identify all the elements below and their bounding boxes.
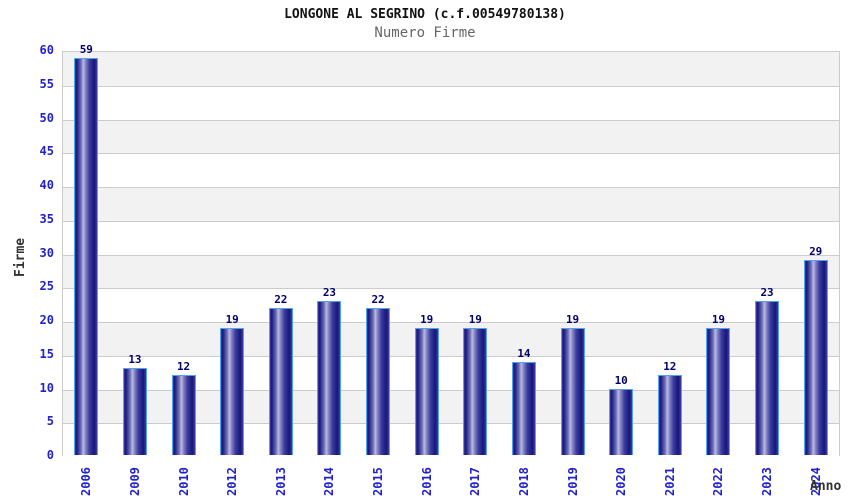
bar-value-label: 29 <box>809 245 823 259</box>
y-tick-label: 25 <box>39 279 54 294</box>
y-axis-title: Firme <box>13 237 28 277</box>
x-tick-label: 2015 <box>371 467 386 496</box>
x-tick-label: 2009 <box>127 467 142 496</box>
gridline <box>63 389 839 391</box>
plot-band <box>63 187 839 221</box>
bar-value-label: 14 <box>517 346 531 360</box>
y-tick-label: 55 <box>39 76 54 91</box>
plot-band <box>63 153 839 187</box>
bar-value-label: 12 <box>663 360 677 373</box>
y-tick-label: 10 <box>39 380 54 395</box>
y-tick-label: 40 <box>39 178 54 192</box>
plot-band <box>63 119 839 154</box>
x-tick-label: 2010 <box>176 467 191 496</box>
bar-2024 <box>803 260 828 455</box>
bar-value-label: 12 <box>176 360 191 373</box>
x-tick-label: 2023 <box>760 467 775 496</box>
gridline <box>63 288 839 290</box>
gridline <box>63 187 839 188</box>
y-tick-label: 5 <box>46 414 54 429</box>
bar-2018 <box>511 361 536 455</box>
bar-2016 <box>414 327 439 455</box>
x-tick-label: 2019 <box>565 467 580 496</box>
bar-2012 <box>220 327 245 455</box>
chart-title: LONGONE AL SEGRINO (c.f.00549780138) <box>284 7 566 22</box>
bar-value-label: 23 <box>760 285 774 299</box>
bar-value-label: 19 <box>420 312 434 326</box>
bar-value-label: 19 <box>565 312 580 326</box>
x-tick-label: 2014 <box>322 467 337 496</box>
gridline <box>63 220 839 222</box>
plot-band <box>63 254 839 289</box>
x-tick-label: 2020 <box>614 467 629 496</box>
x-tick-label: 2021 <box>662 467 677 496</box>
y-tick-label: 60 <box>39 43 54 57</box>
x-tick-label: 2006 <box>79 467 94 496</box>
bar-value-label: 13 <box>128 353 142 367</box>
y-tick-label: 50 <box>39 110 54 125</box>
x-tick-label: 2012 <box>225 467 240 496</box>
y-tick-label: 45 <box>39 144 54 159</box>
x-tick-label: 2022 <box>711 467 726 496</box>
gridline <box>63 322 839 323</box>
bar-2010 <box>171 375 196 455</box>
bar-value-label: 59 <box>79 42 93 56</box>
bar-2009 <box>122 368 147 455</box>
x-tick-label: 2013 <box>273 467 288 496</box>
bar-2013 <box>268 307 293 455</box>
plot-band <box>63 220 839 255</box>
bar-2015 <box>366 307 391 455</box>
y-tick-label: 15 <box>39 346 54 361</box>
plot-band <box>63 85 839 120</box>
plot-band <box>63 52 839 86</box>
plot-band <box>63 288 839 322</box>
bar-value-label: 19 <box>711 312 726 326</box>
bar-2022 <box>706 327 731 455</box>
x-axis-title: Anno <box>810 479 842 494</box>
bar-2019 <box>560 327 585 455</box>
bar-2021 <box>657 375 682 455</box>
y-tick-label: 30 <box>39 245 54 260</box>
gridline <box>63 423 839 425</box>
gridline <box>63 119 839 121</box>
bar-2020 <box>609 388 634 455</box>
bar-2023 <box>755 300 780 455</box>
x-tick-label: 2017 <box>468 467 483 496</box>
y-tick-label: 20 <box>39 313 54 327</box>
x-tick-label: 2016 <box>419 467 434 496</box>
gridline <box>63 254 839 256</box>
bar-2006 <box>74 57 99 455</box>
gridline <box>63 355 839 357</box>
bar-2014 <box>317 300 342 455</box>
bar-value-label: 10 <box>614 373 628 387</box>
bar-value-label: 22 <box>274 292 288 306</box>
gridline <box>63 85 839 87</box>
gridline <box>63 153 839 155</box>
bar-2017 <box>463 327 488 455</box>
bar-value-label: 22 <box>371 292 385 306</box>
bar-value-label: 19 <box>468 312 482 326</box>
y-tick-label: 35 <box>39 211 54 226</box>
bar-value-label: 19 <box>225 312 239 326</box>
chart-subtitle: Numero Firme <box>374 25 476 41</box>
y-tick-label: 0 <box>46 448 54 462</box>
plot-area <box>62 51 840 457</box>
x-tick-label: 2018 <box>516 467 531 496</box>
bar-value-label: 23 <box>322 285 337 299</box>
